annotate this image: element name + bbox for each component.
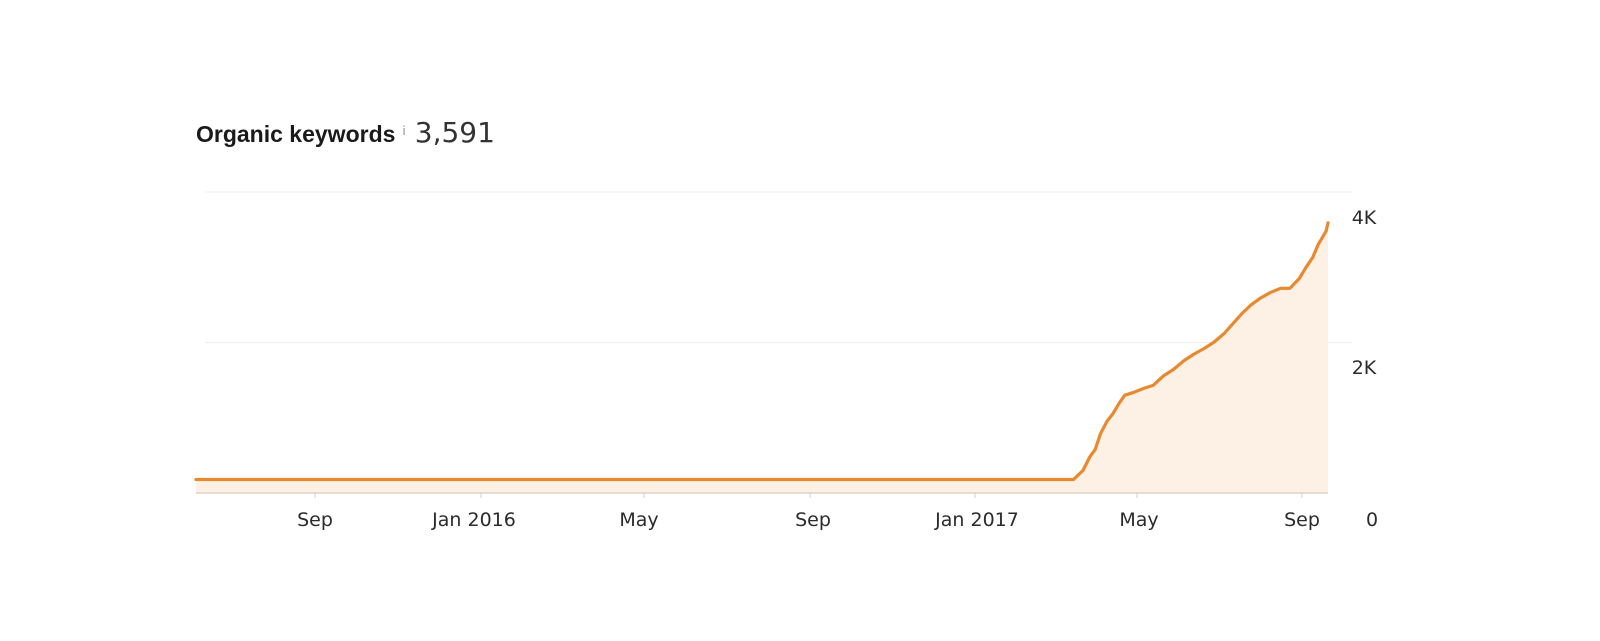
keywords-line [194, 221, 1330, 482]
x-tick-label: May [1119, 509, 1158, 531]
y-axis-labels: 0 2K 4K [1352, 207, 1378, 531]
keywords-area [196, 222, 1328, 494]
x-tick-label: Jan 2016 [431, 509, 516, 531]
x-tick-label: Jan 2017 [934, 509, 1019, 531]
x-axis-labels: Sep Jan 2016 May Sep Jan 2017 May Sep [297, 509, 1320, 531]
x-axis-ticks [314, 493, 1303, 498]
widget-header: Organic keywords i 3,591 [196, 116, 495, 156]
keyword-count: 3,591 [414, 116, 495, 149]
info-icon[interactable]: i [402, 124, 406, 138]
x-tick-label: Sep [795, 509, 831, 531]
y-tick-label: 0 [1366, 509, 1378, 531]
chart-grid [205, 191, 1352, 343]
y-tick-label: 2K [1352, 357, 1377, 379]
x-tick-label: Sep [1284, 509, 1320, 531]
x-tick-label: Sep [297, 509, 333, 531]
x-tick-label: May [619, 509, 658, 531]
widget-title: Organic keywords [196, 121, 396, 147]
y-tick-label: 4K [1352, 207, 1377, 229]
